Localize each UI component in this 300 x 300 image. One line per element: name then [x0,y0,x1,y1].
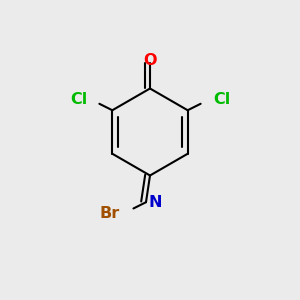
Text: Cl: Cl [213,92,230,107]
Text: O: O [143,53,157,68]
Text: Br: Br [100,206,120,221]
Text: Cl: Cl [70,92,87,107]
Text: N: N [148,195,162,210]
